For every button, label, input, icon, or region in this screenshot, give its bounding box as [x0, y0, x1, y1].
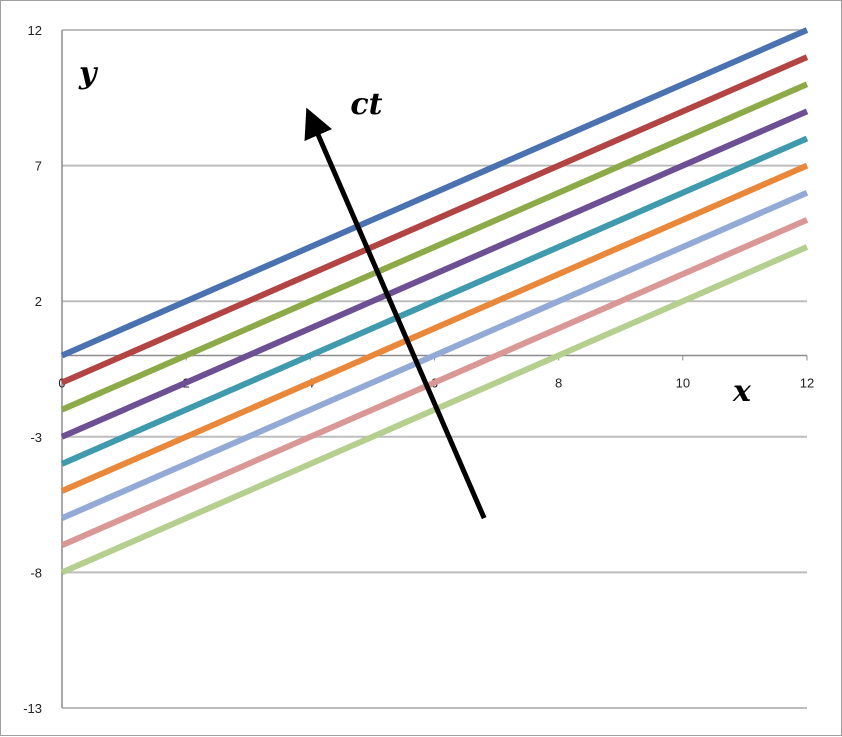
ct-arrow	[304, 107, 487, 520]
series-line-6	[60, 162, 809, 494]
series-line-3	[60, 81, 809, 413]
series-lines	[60, 27, 809, 576]
x-tick-label: 0	[58, 375, 65, 390]
series-line-8	[60, 217, 809, 549]
ct-label: ct	[350, 87, 382, 122]
series-line-7	[60, 189, 809, 521]
annotations: ct	[304, 87, 487, 520]
y-tick-label: -8	[30, 565, 42, 580]
y-axis-title: y	[78, 56, 99, 91]
series-line-5	[60, 135, 809, 467]
x-tick-label: 8	[555, 375, 562, 390]
x-axis-title: x	[732, 374, 752, 409]
y-tick-label: -13	[23, 701, 42, 716]
series-line-4	[60, 108, 809, 440]
y-tick-label: 2	[35, 294, 42, 309]
x-tick-label: 12	[800, 375, 814, 390]
series-line-2	[60, 54, 809, 386]
x-tick-label: 10	[676, 375, 690, 390]
y-tick-label: -3	[30, 430, 42, 445]
y-tick-label: 12	[28, 23, 42, 38]
y-tick-label: 7	[35, 159, 42, 174]
series-line-1	[60, 27, 809, 359]
